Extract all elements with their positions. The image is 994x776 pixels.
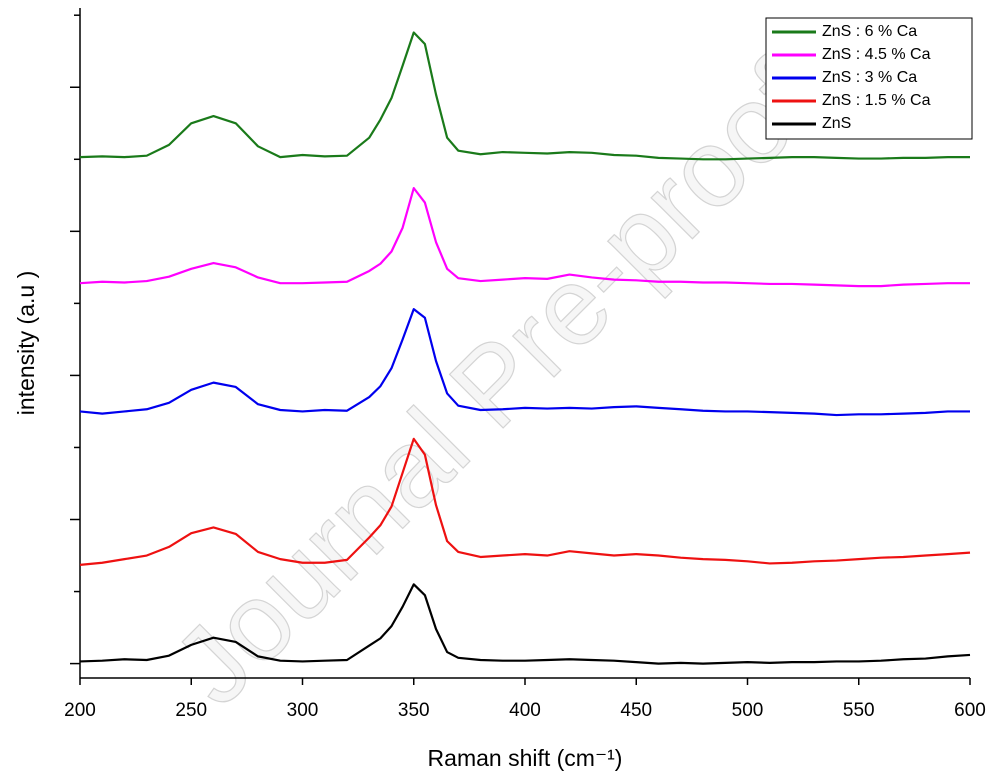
legend-label: ZnS bbox=[822, 115, 851, 132]
x-tick-label: 400 bbox=[509, 700, 541, 721]
x-tick-label: 500 bbox=[732, 700, 764, 721]
x-tick-label: 300 bbox=[287, 700, 319, 721]
y-axis-label: intensity (a.u ) bbox=[13, 271, 39, 415]
x-axis-label: Raman shift (cm⁻¹) bbox=[428, 745, 623, 771]
x-tick-label: 200 bbox=[64, 700, 96, 721]
series-line bbox=[79, 583, 971, 665]
series-line bbox=[79, 187, 970, 288]
x-tick-label: 600 bbox=[954, 700, 986, 721]
legend-label: ZnS : 6 % Ca bbox=[822, 23, 917, 40]
series-line bbox=[79, 308, 970, 417]
legend: ZnS : 6 % Ca ZnS : 4.5 % Ca ZnS : 3 % Ca Zn… bbox=[765, 17, 973, 140]
x-tick-label: 250 bbox=[175, 700, 207, 721]
legend-label: ZnS : 1.5 % Ca bbox=[822, 92, 931, 109]
x-tick-label: 350 bbox=[398, 700, 430, 721]
legend-label: ZnS : 3 % Ca bbox=[822, 69, 917, 86]
series-line bbox=[79, 437, 971, 566]
legend-label: ZnS : 4.5 % Ca bbox=[822, 46, 931, 63]
x-tick-label: 550 bbox=[843, 700, 875, 721]
series-line bbox=[79, 31, 970, 161]
x-tick-label: 450 bbox=[620, 700, 652, 721]
